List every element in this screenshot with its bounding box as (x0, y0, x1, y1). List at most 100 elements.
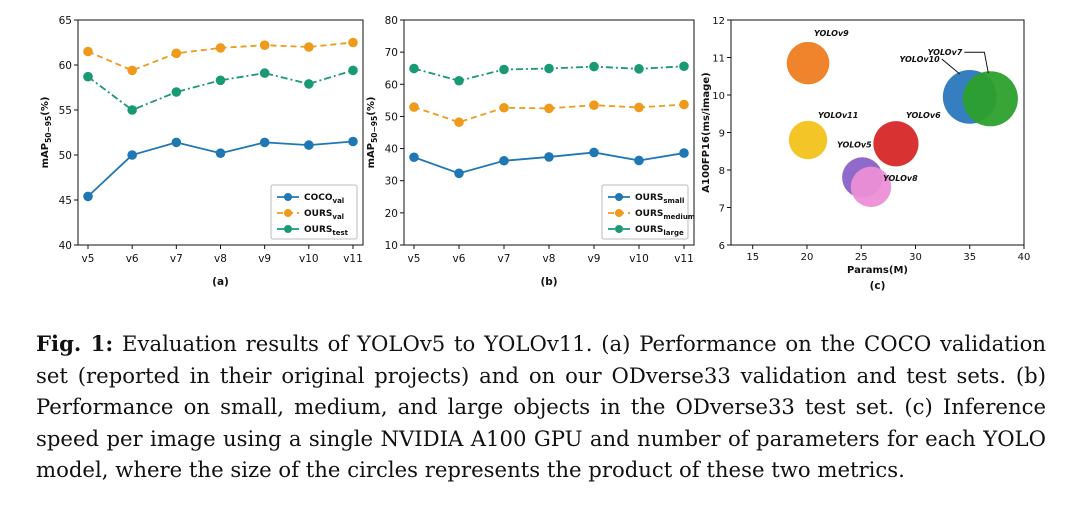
x-tick-label-a-v7: v7 (170, 253, 183, 265)
data-point-b-0-v10 (634, 155, 644, 166)
bubble-yolov8 (850, 166, 892, 208)
data-point-a-2-v8 (215, 75, 226, 86)
y-axis-label-a: mAP50−95(%) (40, 97, 53, 169)
data-point-b-1-v11 (679, 99, 689, 110)
data-point-b-1-v9 (589, 100, 599, 110)
y-tick-label-a-40: 40 (59, 240, 72, 252)
y-tick-label-a-60: 60 (59, 60, 72, 72)
bubble-label-yolov6: YOLOv6 (906, 111, 941, 120)
bubble-yolov9 (786, 41, 830, 85)
data-point-b-0-v7 (499, 155, 509, 166)
data-point-a-2-v11 (348, 65, 358, 76)
x-tick-label-a-v10: v10 (299, 253, 319, 265)
data-point-a-0-v6 (127, 150, 137, 160)
y-tick-label-b-70: 70 (385, 47, 398, 59)
legend-box-a (270, 184, 358, 240)
data-point-a-1-v6 (127, 65, 137, 76)
data-point-b-2-v10 (634, 64, 644, 74)
data-point-b-1-v8 (544, 103, 554, 114)
bubble-yolov11 (788, 120, 828, 160)
y-tick-label-b-80: 80 (385, 15, 398, 27)
bubble-yolov7 (962, 71, 1018, 127)
y-tick-label-a-45: 45 (59, 195, 72, 207)
panel-a-line-chart: 40 45 50 55 60 65 v5 v6 v7 v8 v9 v10 v11 mAP50−95(%) C… (40, 15, 364, 288)
x-tick-label-c-20: 20 (801, 252, 814, 263)
bubble-label-yolov11: YOLOv11 (818, 111, 858, 120)
bubble-yolov6 (873, 121, 919, 167)
panel-label-a: (a) (212, 276, 229, 288)
y-tick-label-a-65: 65 (59, 15, 72, 27)
data-point-a-0-v7 (171, 137, 182, 148)
figure: 40 45 50 55 60 65 v5 v6 v7 v8 v9 v10 v11 mAP50−95(%) C… (40, 15, 1030, 292)
caption-label: Fig. 1: (36, 331, 114, 356)
data-point-a-2-v9 (259, 68, 270, 78)
data-point-a-0-v9 (259, 137, 270, 148)
data-point-b-1-v7 (499, 102, 509, 113)
data-point-a-1-v9 (259, 40, 270, 50)
y-tick-label-a-55: 55 (59, 105, 72, 117)
legend-label-a-1: OURSval (304, 209, 344, 221)
caption-text: Evaluation results of YOLOv5 to YOLOv11.… (36, 331, 1046, 483)
y-tick-label-a-50: 50 (59, 150, 72, 162)
legend-label-b-1: OURSmedium (635, 209, 695, 221)
x-tick-label-b-v11: v11 (674, 253, 694, 265)
x-tick-label-c-15: 15 (746, 252, 759, 263)
data-point-b-1-v10 (634, 102, 644, 113)
x-tick-label-b-v7: v7 (498, 253, 511, 265)
panel-label-c: (c) (870, 280, 886, 292)
data-point-a-0-v5 (83, 191, 93, 202)
data-point-a-1-v10 (304, 42, 314, 52)
data-point-b-0-v9 (589, 147, 599, 158)
data-point-b-0-v8 (544, 152, 554, 162)
data-point-a-2-v5 (83, 71, 93, 82)
y-axis-label-b: mAP50−95(%) (366, 97, 379, 169)
x-tick-label-a-v5: v5 (82, 253, 95, 265)
x-tick-label-a-v6: v6 (126, 253, 139, 265)
bubble-leader-yolov7 (964, 51, 989, 74)
legend-label-b-0: OURSsmall (635, 193, 684, 205)
data-point-b-2-v6 (454, 75, 464, 86)
data-point-b-0-v6 (454, 168, 464, 179)
bubble-label-yolov7: YOLOv7 (928, 48, 963, 57)
data-point-b-0-v5 (409, 152, 419, 163)
legend-marker-a-1 (284, 209, 292, 217)
data-point-a-1-v7 (171, 48, 182, 59)
figure-caption: Fig. 1: Evaluation results of YOLOv5 to … (36, 328, 1046, 486)
data-point-b-1-v6 (454, 117, 464, 128)
data-point-a-1-v11 (348, 37, 358, 48)
y-tick-label-b-60: 60 (385, 79, 398, 91)
y-tick-label-b-10: 10 (385, 240, 398, 252)
y-tick-label-b-40: 40 (385, 144, 398, 156)
data-point-a-0-v11 (348, 136, 358, 147)
bubble-label-yolov9: YOLOv9 (814, 29, 849, 38)
legend-marker-b-2 (615, 225, 623, 233)
data-point-a-1-v5 (83, 46, 93, 57)
y-tick-label-c-10: 10 (712, 91, 725, 102)
x-tick-label-a-v9: v9 (258, 253, 271, 265)
data-point-a-2-v7 (171, 87, 182, 97)
legend-marker-b-1 (615, 209, 623, 217)
x-axis-label-c: Params(M) (847, 265, 908, 276)
y-tick-label-c-8: 8 (719, 166, 725, 177)
data-point-b-2-v11 (679, 61, 689, 72)
data-point-b-2-v5 (409, 63, 419, 74)
data-point-b-2-v8 (544, 63, 554, 74)
data-point-b-2-v7 (499, 64, 509, 75)
panel-label-b: (b) (540, 276, 557, 288)
y-tick-label-c-7: 7 (719, 204, 725, 215)
panel-c-bubble-chart: 15 20 25 30 35 40 6 7 8 9 10 11 12 Params(M) A100FP16(… (701, 16, 1030, 292)
x-tick-label-c-40: 40 (1018, 252, 1031, 263)
y-tick-label-c-9: 9 (719, 129, 725, 140)
y-tick-label-c-11: 11 (712, 54, 725, 65)
x-tick-label-c-30: 30 (909, 252, 922, 263)
data-point-b-2-v9 (589, 61, 599, 72)
legend-marker-a-2 (284, 225, 292, 233)
data-point-b-1-v5 (409, 102, 419, 112)
x-tick-label-b-v5: v5 (408, 253, 421, 265)
y-tick-label-c-6: 6 (719, 241, 725, 252)
data-point-b-0-v11 (679, 148, 689, 158)
x-tick-label-c-35: 35 (963, 252, 976, 263)
legend-marker-a-0 (284, 193, 292, 201)
data-point-a-2-v6 (127, 105, 137, 115)
x-tick-label-b-v9: v9 (588, 253, 601, 265)
